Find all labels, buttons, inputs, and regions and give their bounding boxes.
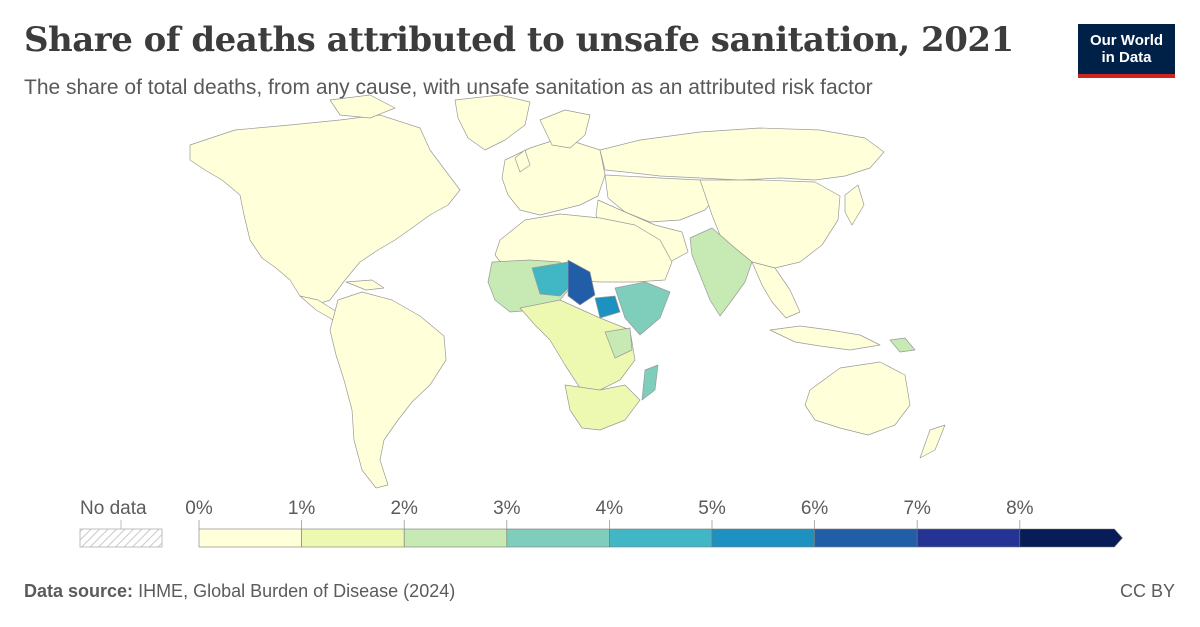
legend-bin[interactable] [403, 528, 508, 548]
region-east-africa [604, 327, 633, 359]
legend-bin[interactable] [609, 528, 713, 548]
owid-logo[interactable]: Our World in Data [1078, 24, 1175, 78]
region-south-sudan [594, 295, 621, 319]
legend-tick-label: 0% [185, 498, 213, 519]
legend-bin[interactable] [301, 528, 405, 548]
logo-line-2: in Data [1101, 49, 1152, 66]
region-scandinavia [539, 109, 591, 149]
region-australia [804, 361, 911, 436]
legend-bin[interactable] [916, 528, 1021, 548]
region-papua-new-guinea [889, 337, 916, 353]
region-caribbean [345, 279, 385, 291]
region-japan [844, 184, 865, 226]
region-indonesia [769, 325, 881, 351]
region-southeast-asia [751, 261, 801, 319]
legend-bin[interactable] [814, 528, 918, 548]
legend-tick-label: 8% [1006, 498, 1034, 519]
region-new-zealand [919, 424, 946, 459]
region-greenland [454, 94, 531, 151]
region-southern-africa [564, 384, 641, 431]
region-central-asia [604, 174, 721, 223]
chart-subtitle: The share of total deaths, from any caus… [24, 76, 873, 99]
legend-tick-label: 4% [595, 498, 624, 519]
legend-tick-label: 1% [287, 498, 316, 519]
legend-tick-label: 6% [800, 498, 829, 519]
legend-tick-label: 3% [493, 498, 521, 519]
region-south-america [329, 291, 447, 489]
legend-tick-label: 7% [903, 498, 931, 519]
region-india [689, 227, 753, 317]
region-madagascar [641, 364, 659, 401]
legend-bin[interactable] [711, 528, 815, 548]
source-text: IHME, Global Burden of Disease (2024) [138, 581, 456, 601]
source-label: Data source: [24, 581, 134, 601]
data-source: Data source: IHME, Global Burden of Dise… [24, 581, 455, 602]
legend-bin[interactable] [198, 528, 302, 548]
no-data-label: No data [80, 498, 147, 519]
legend-bins [198, 520, 1123, 548]
region-uk [514, 149, 531, 173]
legend-bin[interactable] [1019, 528, 1123, 548]
region-niger [531, 261, 576, 297]
license-link[interactable]: CC BY [1119, 581, 1175, 601]
region-north-america [189, 114, 461, 307]
region-chad [567, 259, 596, 306]
region-arctic-islands [329, 94, 396, 119]
region-russia [599, 127, 885, 181]
region-horn-of-africa [614, 281, 671, 336]
legend-bin[interactable] [506, 528, 610, 548]
chart-title: Share of deaths attributed to unsafe san… [24, 20, 1014, 60]
logo-line-1: Our World [1089, 32, 1164, 49]
legend-tick-label: 2% [390, 498, 418, 519]
legend-tick-label: 5% [698, 498, 726, 519]
no-data-swatch [79, 528, 163, 548]
region-central-africa [519, 299, 636, 391]
